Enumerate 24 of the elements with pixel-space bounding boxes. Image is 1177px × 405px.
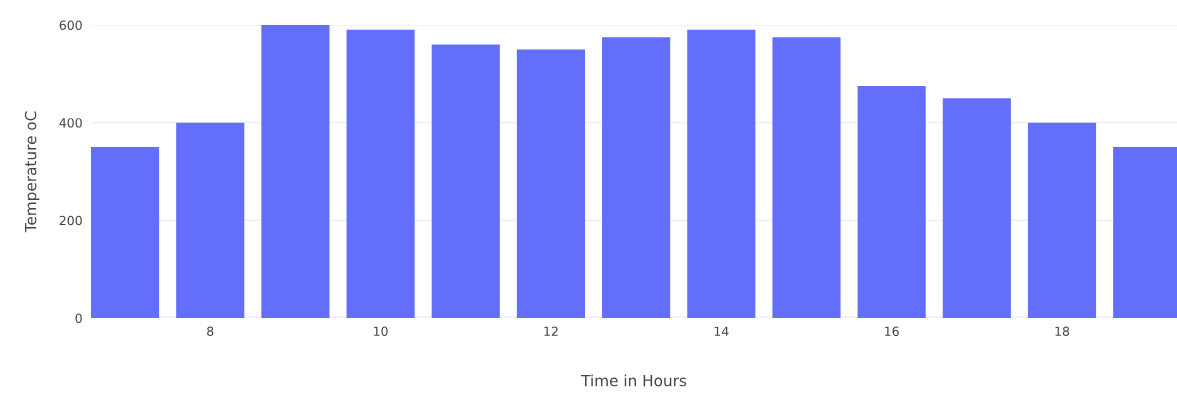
x-tick-label: 14 (714, 326, 729, 336)
x-axis-title: Time in Hours (581, 374, 687, 387)
y-axis-title: Temperature oC (24, 111, 40, 233)
bar (687, 29, 756, 319)
x-tick-label: 8 (207, 326, 214, 337)
y-tick-label: 0 (75, 313, 82, 323)
x-tick-label: 12 (544, 326, 558, 336)
bar (1027, 122, 1097, 319)
bar (602, 37, 671, 319)
bar (176, 122, 245, 319)
x-tick-label: 18 (1055, 326, 1070, 337)
bar (772, 37, 841, 319)
y-tick-label: 400 (59, 118, 82, 128)
bar (346, 29, 415, 319)
bar (261, 24, 330, 319)
x-tick-label: 10 (374, 326, 388, 337)
bar (857, 86, 926, 319)
bar (942, 98, 1011, 319)
y-tick-label: 200 (59, 215, 82, 226)
y-tick-label: 600 (59, 20, 82, 30)
bar (431, 44, 500, 319)
x-tick-label: 16 (885, 326, 899, 337)
bar (90, 147, 160, 319)
bar (516, 49, 586, 319)
